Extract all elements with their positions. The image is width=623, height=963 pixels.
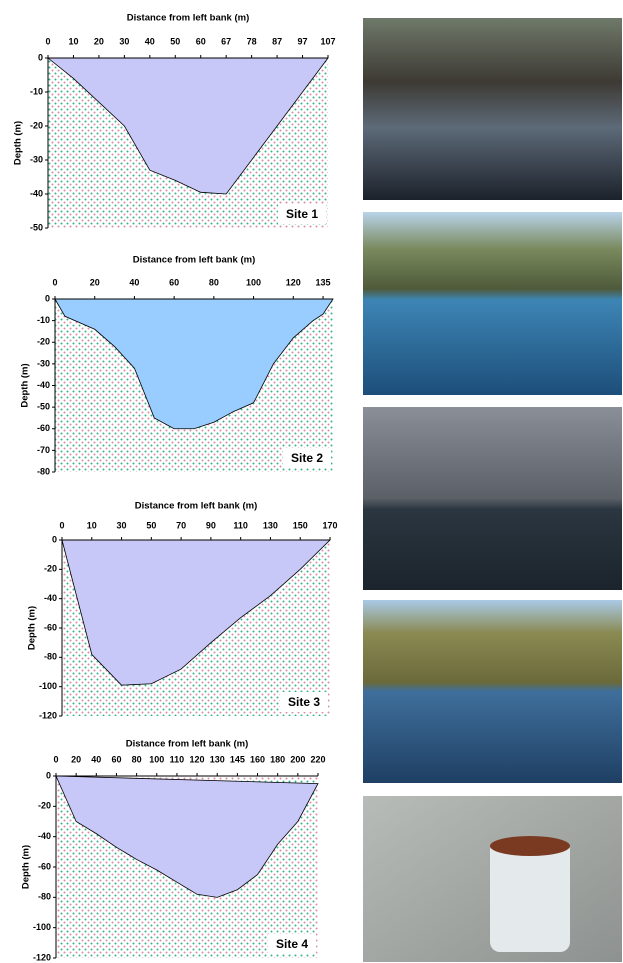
y-tick-label: -30 (37, 358, 50, 368)
x-tick-label: 110 (170, 754, 185, 764)
photo-object (490, 836, 570, 856)
chart-title: Distance from left bank (m) (127, 13, 249, 24)
x-tick-label: 30 (119, 36, 129, 46)
x-tick-label: 100 (246, 277, 261, 287)
y-tick-label: -20 (37, 337, 50, 347)
x-tick-label: 50 (170, 36, 180, 46)
x-tick-label: 20 (71, 754, 81, 764)
x-tick-label: 130 (210, 754, 225, 764)
x-tick-label: 97 (298, 36, 308, 46)
y-tick-label: 0 (38, 52, 43, 62)
x-tick-label: 30 (117, 520, 127, 530)
x-tick-label: 170 (322, 520, 337, 530)
annotation: Site 4 (276, 937, 308, 951)
annotation: Site 3 (288, 695, 320, 709)
x-tick-label: 40 (145, 36, 155, 46)
y-tick-label: -50 (30, 222, 43, 232)
y-tick-label: -40 (44, 593, 57, 603)
y-axis-label: Depth (m) (13, 121, 24, 165)
y-tick-label: -80 (37, 466, 50, 476)
y-tick-label: -50 (37, 402, 50, 412)
y-tick-label: -70 (37, 445, 50, 455)
y-tick-label: -120 (39, 710, 57, 720)
x-tick-label: 100 (149, 754, 164, 764)
x-tick-label: 80 (209, 277, 219, 287)
y-tick-label: 0 (46, 770, 51, 780)
y-tick-label: -20 (38, 801, 51, 811)
photo (363, 407, 622, 590)
x-tick-label: 10 (87, 520, 97, 530)
x-tick-label: 220 (310, 754, 325, 764)
x-tick-label: 70 (176, 520, 186, 530)
figure: 0-10-20-30-40-50010203040506067788797107… (0, 0, 623, 963)
y-tick-label: -10 (30, 86, 43, 96)
x-tick-label: 60 (111, 754, 121, 764)
x-tick-label: 10 (68, 36, 78, 46)
x-tick-label: 67 (221, 36, 231, 46)
y-tick-label: -10 (37, 315, 50, 325)
x-tick-label: 50 (146, 520, 156, 530)
x-tick-label: 145 (230, 754, 245, 764)
x-tick-label: 80 (132, 754, 142, 764)
chart-title: Distance from left bank (m) (135, 501, 257, 512)
x-tick-label: 180 (270, 754, 285, 764)
y-tick-label: -100 (39, 681, 57, 691)
y-tick-label: -40 (37, 380, 50, 390)
x-tick-label: 107 (320, 36, 335, 46)
y-tick-label: -30 (30, 154, 43, 164)
y-tick-label: 0 (52, 534, 57, 544)
y-tick-label: -60 (38, 861, 51, 871)
x-tick-label: 87 (272, 36, 282, 46)
x-tick-label: 130 (263, 520, 278, 530)
x-tick-label: 78 (247, 36, 257, 46)
y-tick-label: 0 (45, 293, 50, 303)
x-tick-label: 200 (290, 754, 305, 764)
y-axis-label: Depth (m) (20, 363, 31, 407)
x-tick-label: 20 (94, 36, 104, 46)
x-tick-label: 60 (196, 36, 206, 46)
y-tick-label: -40 (38, 831, 51, 841)
x-tick-label: 60 (169, 277, 179, 287)
photo (363, 600, 622, 783)
photo (363, 212, 622, 395)
x-tick-label: 135 (316, 277, 331, 287)
x-tick-label: 0 (45, 36, 50, 46)
x-tick-label: 0 (52, 277, 57, 287)
y-tick-label: -100 (33, 922, 51, 932)
x-tick-label: 120 (286, 277, 301, 287)
y-tick-label: -120 (33, 952, 51, 962)
y-tick-label: -60 (37, 423, 50, 433)
annotation: Site 1 (286, 207, 318, 221)
y-tick-label: -20 (44, 564, 57, 574)
y-axis-label: Depth (m) (21, 845, 32, 889)
x-tick-label: 90 (206, 520, 216, 530)
photo (363, 18, 622, 200)
x-tick-label: 160 (250, 754, 265, 764)
y-tick-label: -20 (30, 120, 43, 130)
x-tick-label: 20 (90, 277, 100, 287)
x-tick-label: 110 (233, 520, 248, 530)
y-tick-label: -40 (30, 188, 43, 198)
y-tick-label: -60 (44, 622, 57, 632)
x-tick-label: 150 (293, 520, 308, 530)
y-axis-label: Depth (m) (27, 606, 38, 650)
x-tick-label: 40 (129, 277, 139, 287)
annotation: Site 2 (291, 451, 323, 465)
y-tick-label: -80 (38, 892, 51, 902)
x-tick-label: 0 (53, 754, 58, 764)
x-tick-label: 120 (190, 754, 205, 764)
y-tick-label: -80 (44, 652, 57, 662)
chart-title: Distance from left bank (m) (133, 255, 255, 266)
x-tick-label: 40 (91, 754, 101, 764)
photo-object (490, 840, 570, 952)
chart-title: Distance from left bank (m) (126, 739, 248, 750)
x-tick-label: 0 (59, 520, 64, 530)
